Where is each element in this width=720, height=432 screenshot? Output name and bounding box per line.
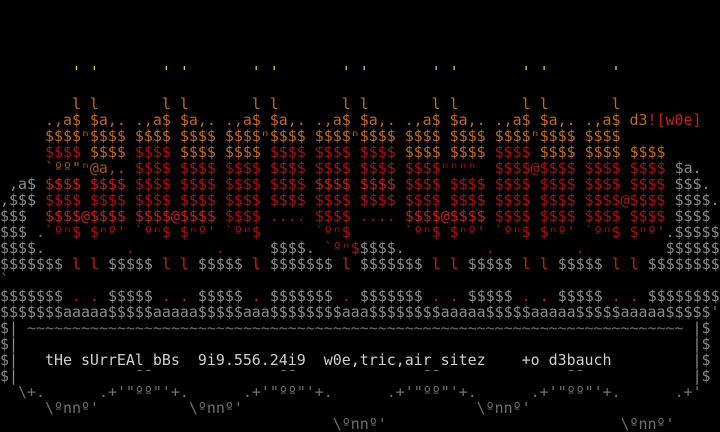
fringe-scallop-row: \ºnnº' \ºnnº' \ºnnº': [44, 399, 531, 417]
frame-dash-row: $| ¯¯ ¯¯ ¯¯ ¯¯ |$: [0, 367, 711, 385]
flame-row: $$$$ $$$$ $$$$ $$$$ $$$$ $$$$ $$$$ $$$$ …: [44, 143, 666, 161]
frame-wave-row: $| ~~~~~~~~~~~~~~~~~~~~~~~~~~~~~~~~~~~~~…: [0, 319, 711, 337]
flame-row: ,$$$ $$$$ $$$$ $$$$ $$$$ $$$$ $$$$ $$$$ …: [0, 191, 720, 209]
thin-row: `: [0, 271, 9, 289]
flame-top-row: $$$$ⁿ$$$$ $$$$ $$$$ $$$$ⁿ$$$$ $$$$ⁿ$$$$ …: [0, 127, 621, 145]
flame-row-letter-s: `ºº"ⁿ@a,. $$$$ $$$$ $$$$ $$$$ $$$$ $$$$ …: [44, 159, 702, 177]
flame-row: $$$ $$$$@$$$$ $$$$@$$$$ $$$$ .... $$$$ .…: [0, 207, 711, 225]
wall-base-row: $$$$$$$aaaaa$$$$$aaaaa$$$$$aaa$$$$$$$$aa…: [0, 303, 720, 321]
flame-row: ,a$ $$$$ $$$$ $$$$ $$$$ $$$$ $$$$ $$$$ $…: [0, 175, 711, 193]
wick-row: l l l l l l l l l l l l l: [0, 95, 621, 113]
fringe-arch-row: \+. .+'"ºº"'+. .+'"ºº"'+. .+'"ºº"'+. .+'…: [18, 383, 702, 401]
grey-wall-row: $$$$$$$ l l $$$$$ l l $$$$$ l $$$$$$$ l …: [0, 255, 720, 273]
blank-row: [0, 16, 720, 32]
grey-wall-row: $$$$$$$ . . $$$$$ . . $$$$$ . $$$$$$$ . …: [0, 287, 720, 305]
spark-row: ' ' ' ' ' ' ' ' ' ' ' ' ': [0, 63, 621, 81]
bbs-info-row: $| tHe sUrrEAl bBs 9i9.556.24i9 w0e,tric…: [0, 351, 711, 369]
frame-empty-row: $| |$: [0, 335, 711, 353]
flame-crown-row-with-artist-tag: .,a$ $a,. .,a$ $a,. .,a$ $a,. .,a$ $a,. …: [0, 111, 702, 129]
fringe-scallop-row: \ºnnº' \ºnnº': [332, 415, 675, 432]
blank-row: [0, 32, 720, 48]
blank-row: [0, 48, 720, 64]
blank-row: [0, 80, 720, 96]
ember-row: $$$$. . . $$$$. `ºⁿ$$$$$. . . $$$$$$: [0, 239, 720, 257]
flame-tips-row: $$$ .`ºⁿ$ $ⁿº' `ºⁿ$ $ⁿº' `ºⁿ$ `ºⁿ$ `ºⁿ$ …: [0, 223, 720, 241]
blank-row: [0, 0, 720, 16]
